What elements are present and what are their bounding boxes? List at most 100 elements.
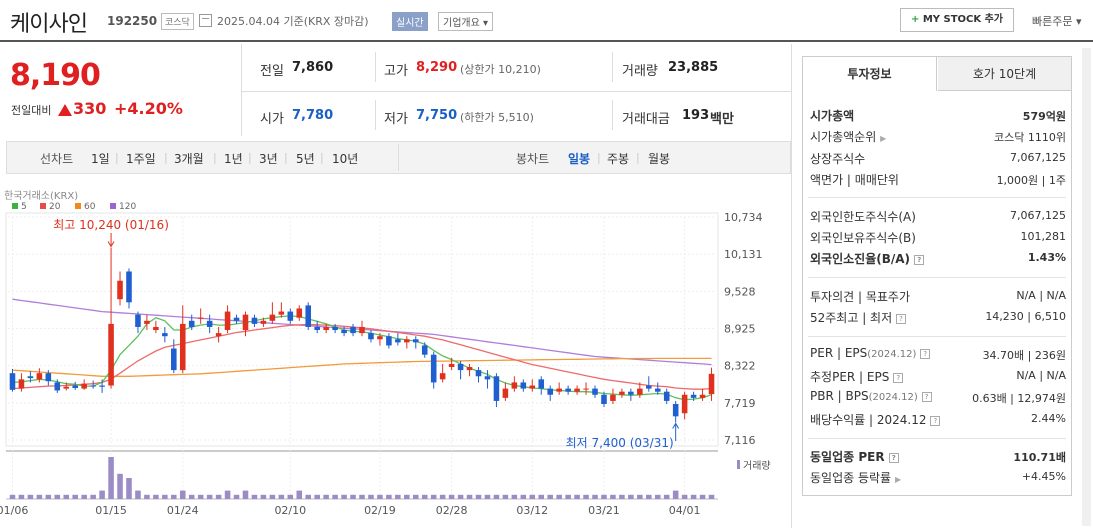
ind-per-label: 동일업종 PER ? [810,448,899,465]
mystock-add-button[interactable]: + MY STOCK 추가 [900,8,1014,32]
help-icon[interactable]: ? [893,372,904,383]
candle-body [144,320,150,324]
ind-rate-label[interactable]: 동일업종 등락률 ▶ [810,471,902,485]
divider [375,52,376,82]
help-icon[interactable]: ? [921,391,932,402]
candle-body [547,388,553,395]
period-1d[interactable]: 1일 [91,152,110,166]
volume-bar [117,473,123,499]
cap-rank-label[interactable]: 시가총액순위 ▶ [810,130,887,144]
volume-bar [395,494,401,499]
volume-bar [663,494,670,499]
help-icon[interactable]: ? [930,415,941,426]
x-tick-label: 02/28 [436,504,468,517]
volume-bar [99,490,105,499]
low-arrow-head [672,422,680,429]
period-3y[interactable]: 3년 [259,152,278,166]
volume-bar [278,494,285,499]
candle-body [511,382,518,389]
price-chart[interactable]: 10,734 10,131 9,528 8,925 8,322 7,719 7,116 01/… [0,183,790,528]
period-1y[interactable]: 1년 [224,152,243,166]
candle-body [493,376,500,401]
amount-unit: 백만 [710,112,734,127]
candle-body [287,311,294,321]
pbr-value: 0.63배 | 12,974원 [972,392,1066,405]
candle-body [395,339,401,343]
volume-bar [359,494,365,499]
candle-daily[interactable]: 일봉 [568,152,591,166]
volume-legend-swatch [737,460,740,469]
high-annotation: 최고 10,240 (01/16) [53,218,169,232]
candle-body [637,388,643,395]
candle-body [654,388,661,392]
prev-label: 전일 [260,64,284,79]
volume-bar [188,494,195,499]
quick-order-dropdown[interactable]: 빠른주문 ▾ [1032,15,1082,28]
help-icon[interactable]: ? [888,452,899,463]
help-icon[interactable]: ? [914,254,925,265]
period-3m[interactable]: 3개월 [174,152,204,166]
help-icon[interactable]: ? [920,348,931,359]
volume-bar [314,494,320,499]
volume-bar [654,494,661,499]
volume-bar [547,494,553,499]
open-value: 7,780 [292,108,334,123]
volume-bar [350,494,356,499]
candle-body [708,373,715,395]
high-arrow-head [107,241,115,248]
period-5y[interactable]: 5년 [296,152,315,166]
current-price: 8,190 [10,58,101,93]
volume-bar [484,494,491,499]
volume-bar [681,494,688,499]
candle-body [188,320,195,327]
volume-bar [502,494,509,499]
candle-body [663,391,670,401]
period-1w[interactable]: 1주일 [126,152,156,166]
volume-bar [197,494,204,499]
tab-quote-10[interactable]: 호가 10단계 [938,57,1071,91]
candle-body [350,326,356,334]
candle-body [126,271,132,303]
period-10y[interactable]: 10년 [332,152,359,166]
candle-body [565,388,571,392]
candle-body [27,376,34,379]
candle-body [574,388,580,392]
candle-weekly[interactable]: 주봉 [607,152,630,166]
volume-bar [556,494,562,499]
realtime-badge[interactable]: 실시간 [392,12,428,31]
candle-body [305,305,312,327]
candle-body [359,326,365,334]
candle-body [117,280,123,300]
foreign-limit-label: 외국인한도주식수(A) [810,210,916,224]
plus-icon: + [910,14,920,25]
x-tick-label: 02/19 [364,504,396,517]
candle-body [601,394,607,405]
volume-bar [242,490,249,499]
legend-label: 60 [84,202,96,212]
candle-monthly[interactable]: 월봉 [648,152,671,166]
scrollbar[interactable] [1082,48,1091,526]
candle-body [502,388,509,398]
shares-value: 7,067,125 [1010,151,1066,164]
est-per-label: 추정PER | EPS ? [810,368,904,385]
volume-bar [206,494,213,499]
candle-chart-label: 봉차트 [516,152,550,166]
pbr-label: PBR | BPS(2024.12) ? [810,389,932,403]
candle-body [90,385,96,387]
volume-bar [511,494,518,499]
tab-invest-info[interactable]: 투자정보 [803,57,937,91]
chart-frame [5,212,719,447]
candle-body [251,317,258,324]
candle-body [538,379,545,389]
volume-bar [18,494,25,499]
company-info-dropdown[interactable]: 기업개요 ▾ [438,12,493,31]
low-label: 저가 [384,112,408,127]
candle-body [54,382,61,391]
candle-body [108,323,114,386]
candle-body [619,391,625,395]
stock-name: 케이사인 [10,12,88,37]
candle-body [18,379,25,389]
help-icon[interactable]: ? [895,313,906,324]
candle-body [135,314,141,327]
candle-body [404,339,410,343]
